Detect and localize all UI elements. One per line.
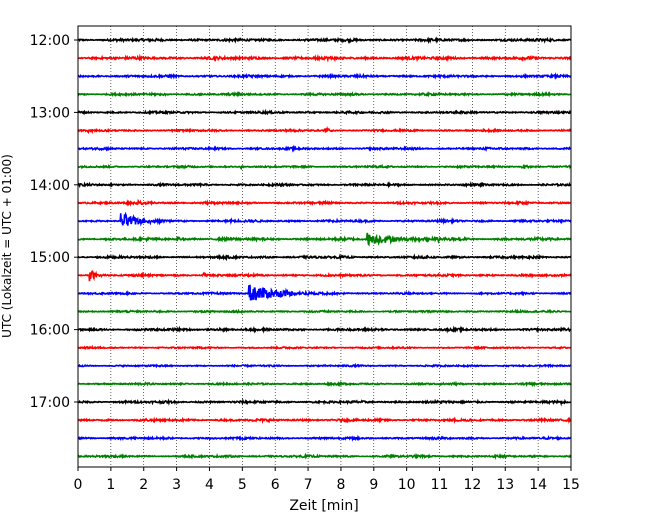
trace-1230 — [77, 72, 572, 81]
y-tick-label: 15:00 — [30, 250, 70, 266]
trace-1330 — [77, 144, 572, 153]
trace-1600 — [77, 325, 572, 334]
x-axis-ticks: 0 1 2 3 4 5 6 7 8 9 10 11 12 13 14 15 — [74, 467, 580, 493]
x-tick-label: 6 — [271, 477, 280, 493]
x-tick-label: 4 — [205, 477, 214, 493]
trace-1515 — [77, 269, 572, 282]
trace-1415 — [77, 198, 572, 207]
x-axis-label: Zeit [min] — [289, 498, 358, 514]
trace-1545 — [77, 308, 572, 315]
x-tick-label: 15 — [562, 477, 580, 493]
y-tick-label: 12:00 — [30, 33, 70, 49]
trace-1300 — [77, 108, 572, 116]
plot-frame — [77, 25, 572, 468]
x-tick-label: 2 — [139, 477, 148, 493]
y-axis-label: UTC (Lokalzeit = UTC + 01:00) — [0, 154, 14, 338]
x-tick-label: 1 — [106, 477, 115, 493]
x-tick-label: 10 — [398, 477, 416, 493]
trace-1430 — [77, 211, 572, 227]
trace-1200 — [77, 36, 572, 45]
trace-1730 — [77, 434, 572, 442]
x-tick-label: 9 — [369, 477, 378, 493]
y-tick-label: 14:00 — [30, 178, 70, 194]
trace-1530 — [77, 284, 572, 301]
x-tick-label: 5 — [238, 477, 247, 493]
x-tick-label: 8 — [336, 477, 345, 493]
x-tick-label: 13 — [496, 477, 514, 493]
y-axis-ticks: 12:00 13:00 14:00 15:00 16:00 17:00 — [30, 33, 78, 411]
trace-1645 — [77, 380, 572, 388]
trace-1445 — [77, 232, 572, 247]
trace-1400 — [77, 181, 572, 189]
x-tick-label: 12 — [463, 477, 481, 493]
trace-1700 — [77, 398, 572, 407]
trace-group — [77, 36, 572, 461]
x-tick-label: 11 — [431, 477, 449, 493]
y-tick-label: 13:00 — [30, 105, 70, 121]
trace-1630 — [77, 362, 572, 369]
trace-1245 — [77, 90, 572, 98]
y-tick-label: 16:00 — [30, 323, 70, 339]
x-tick-label: 3 — [172, 477, 181, 493]
trace-1345 — [77, 163, 572, 171]
y-tick-label: 17:00 — [30, 395, 70, 411]
trace-1500 — [77, 253, 572, 262]
x-tick-label: 0 — [74, 477, 83, 493]
trace-1215 — [77, 53, 572, 63]
x-tick-label: 14 — [529, 477, 547, 493]
x-tick-label: 7 — [304, 477, 313, 493]
trace-1745 — [77, 452, 572, 461]
trace-1715 — [77, 416, 572, 425]
trace-1615 — [77, 344, 572, 351]
trace-1315 — [77, 125, 572, 135]
